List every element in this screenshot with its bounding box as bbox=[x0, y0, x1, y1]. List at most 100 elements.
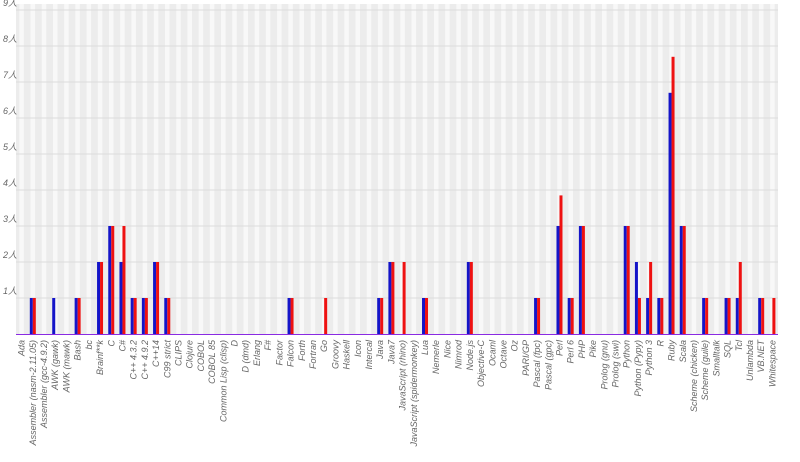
column-stripe bbox=[770, 4, 775, 335]
bar bbox=[391, 262, 395, 334]
bar bbox=[682, 226, 686, 334]
column-stripe bbox=[176, 4, 181, 335]
x-tick-label: Nice bbox=[442, 340, 452, 358]
column-stripe bbox=[400, 4, 405, 335]
bar bbox=[422, 298, 426, 334]
bar bbox=[570, 298, 574, 334]
bar bbox=[668, 92, 672, 334]
bar bbox=[156, 262, 160, 334]
column-stripe bbox=[198, 4, 204, 335]
x-tick-label: Python 3 bbox=[644, 340, 654, 376]
bar bbox=[167, 298, 171, 334]
x-tick-label: JavaScript (spidermonkey) bbox=[409, 340, 419, 448]
bar bbox=[324, 298, 328, 334]
column-stripe bbox=[702, 4, 708, 335]
bar bbox=[97, 262, 101, 334]
x-tick-label: Java bbox=[375, 340, 385, 360]
bar bbox=[772, 298, 776, 334]
bar bbox=[388, 262, 392, 334]
column-stripe bbox=[602, 4, 607, 335]
y-tick-label: 9人 bbox=[3, 0, 17, 8]
bar bbox=[559, 195, 563, 334]
bar bbox=[578, 226, 582, 334]
column-stripe bbox=[478, 4, 484, 335]
bar bbox=[671, 56, 675, 335]
column-stripe bbox=[758, 4, 764, 335]
column-stripe bbox=[64, 4, 69, 335]
bar bbox=[634, 262, 638, 334]
bar bbox=[724, 298, 728, 334]
bar bbox=[130, 298, 134, 334]
x-tick-label: Pascal (fpc) bbox=[532, 340, 542, 388]
bar bbox=[660, 298, 664, 334]
bar bbox=[100, 262, 104, 334]
column-stripe bbox=[613, 4, 618, 335]
bar bbox=[402, 262, 406, 334]
bar bbox=[705, 298, 709, 334]
column-stripe bbox=[534, 4, 540, 335]
bar bbox=[758, 298, 762, 334]
x-tick-label: PHP bbox=[577, 340, 587, 359]
bar bbox=[153, 262, 157, 334]
bar bbox=[466, 262, 470, 334]
x-tick-label: Node.js bbox=[465, 340, 475, 371]
x-tick-label: Ocaml bbox=[487, 339, 497, 366]
x-tick-label: Scheme (chicken) bbox=[689, 340, 699, 412]
column-stripe bbox=[86, 4, 92, 335]
bar bbox=[111, 226, 115, 334]
column-stripe bbox=[691, 4, 697, 335]
bar bbox=[32, 298, 36, 334]
column-stripe bbox=[299, 4, 304, 335]
x-tick-label: Clojure bbox=[185, 340, 195, 369]
bar bbox=[469, 262, 473, 334]
x-tick-label: R bbox=[655, 340, 665, 347]
x-tick-label: Octave bbox=[498, 340, 508, 369]
column-stripe bbox=[456, 4, 461, 335]
y-tick-label: 3人 bbox=[3, 214, 17, 224]
x-tick-label: Pascal (gpc) bbox=[543, 340, 553, 390]
x-tick-label: C++14 bbox=[151, 340, 161, 367]
x-tick-label: Java7 bbox=[386, 339, 396, 365]
x-tick-label: D (dmd) bbox=[241, 340, 251, 373]
column-stripe bbox=[120, 4, 125, 335]
column-stripe bbox=[635, 4, 641, 335]
x-tick-label: Assembler (nasm-2.11.05) bbox=[28, 340, 38, 446]
bar bbox=[567, 298, 571, 334]
column-stripe bbox=[41, 4, 47, 335]
x-tick-label: Groovy bbox=[330, 340, 340, 370]
bar bbox=[29, 298, 33, 334]
x-tick-label: Python bbox=[622, 340, 632, 368]
x-tick-label: Scala bbox=[678, 340, 688, 363]
x-tick-label: C++ 4.9.2 bbox=[140, 340, 150, 380]
bar bbox=[646, 298, 650, 334]
bar bbox=[377, 298, 381, 334]
x-tick-label: Oz bbox=[510, 340, 520, 352]
bar bbox=[133, 298, 137, 334]
column-stripe bbox=[422, 4, 428, 335]
x-tick-label: Icon bbox=[353, 340, 363, 357]
column-stripe bbox=[321, 4, 327, 335]
column-stripe bbox=[658, 4, 663, 335]
bar bbox=[581, 226, 585, 334]
column-stripe bbox=[546, 4, 551, 335]
bar bbox=[649, 262, 653, 334]
x-tick-label: C99 strict bbox=[162, 340, 172, 379]
bar bbox=[77, 298, 81, 334]
x-tick-label: Lua bbox=[420, 340, 430, 355]
x-tick-label: SQL bbox=[723, 340, 733, 358]
x-tick-label: COBOL bbox=[196, 340, 206, 372]
bar bbox=[287, 298, 291, 334]
bar bbox=[761, 298, 765, 334]
column-stripe bbox=[736, 4, 742, 335]
x-tick-label: Common Lisp (clisp) bbox=[218, 340, 228, 422]
x-tick-label: CLIPS bbox=[173, 340, 183, 366]
column-stripe bbox=[333, 4, 338, 335]
column-stripe bbox=[355, 4, 361, 335]
column-stripe bbox=[109, 4, 114, 335]
column-stripe bbox=[153, 4, 159, 335]
column-stripe bbox=[579, 4, 585, 335]
x-tick-label: Ada bbox=[17, 340, 27, 357]
column-stripe bbox=[344, 4, 349, 335]
bar bbox=[144, 298, 148, 334]
